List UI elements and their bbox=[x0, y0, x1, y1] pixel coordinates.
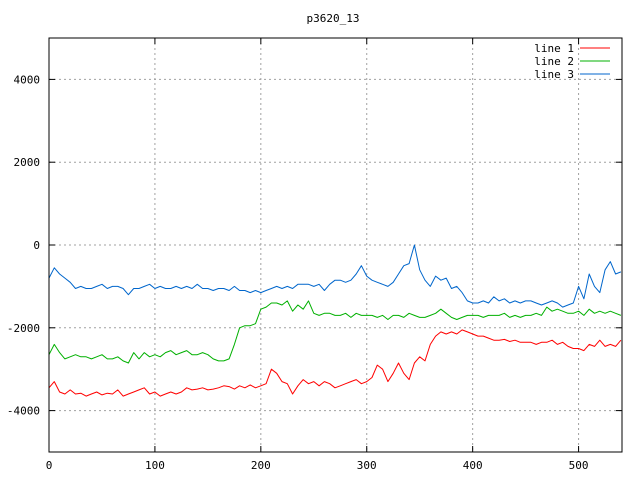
y-tick-label: 2000 bbox=[14, 156, 41, 169]
x-tick-label: 100 bbox=[145, 459, 165, 472]
grid-layer bbox=[49, 38, 622, 452]
y-tick-label: 4000 bbox=[14, 73, 41, 86]
legend-label: line 1 bbox=[534, 42, 574, 55]
series-layer bbox=[48, 244, 622, 397]
y-tick-label: 0 bbox=[33, 239, 40, 252]
chart-title: p3620_13 bbox=[307, 12, 360, 25]
x-tick-label: 200 bbox=[251, 459, 271, 472]
x-tick-label: 300 bbox=[357, 459, 377, 472]
legend-label: line 3 bbox=[534, 68, 574, 81]
series-line-1 bbox=[48, 329, 622, 397]
y-tick-label: -4000 bbox=[7, 405, 40, 418]
x-tick-label: 0 bbox=[46, 459, 53, 472]
x-tick-label: 400 bbox=[463, 459, 483, 472]
series-line-2 bbox=[48, 300, 622, 364]
x-tick-label: 500 bbox=[569, 459, 589, 472]
tick-layer: 0 100 200 300 400 500 -4000 -2000 0 2000 4000 bbox=[7, 38, 622, 472]
legend-label: line 2 bbox=[534, 55, 574, 68]
series-line-3 bbox=[48, 244, 622, 308]
y-tick-label: -2000 bbox=[7, 322, 40, 335]
